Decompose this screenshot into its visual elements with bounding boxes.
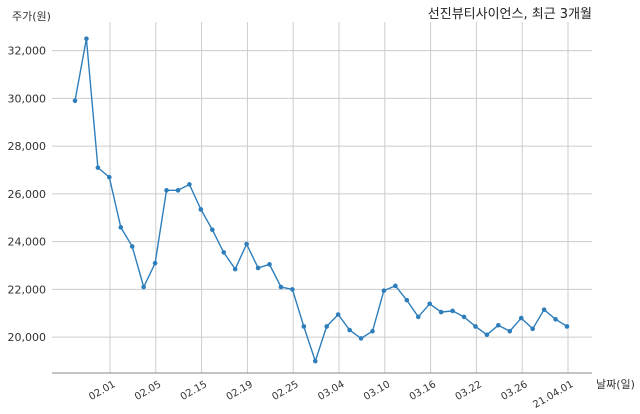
y-tick-label: 20,000	[8, 331, 47, 344]
x-tick-label: 03.22	[454, 379, 484, 403]
price-point	[255, 265, 261, 271]
price-point	[175, 188, 181, 193]
price-point	[198, 207, 204, 212]
price-point	[129, 244, 135, 249]
y-tick-label: 26,000	[8, 188, 47, 201]
price-point	[187, 182, 192, 187]
price-point	[427, 301, 432, 307]
price-point	[347, 327, 352, 333]
price-point	[438, 309, 444, 315]
y-tick-label: 22,000	[8, 283, 47, 296]
price-point	[72, 98, 78, 104]
price-point	[335, 312, 341, 317]
price-point	[312, 358, 318, 364]
price-point	[404, 297, 410, 303]
x-tick-label: 03.26	[499, 379, 529, 403]
y-tick-label: 24,000	[8, 236, 47, 249]
price-point	[518, 315, 524, 321]
price-series	[72, 36, 570, 364]
y-tick-label: 28,000	[8, 140, 47, 153]
price-point	[393, 283, 398, 289]
price-point	[210, 227, 215, 233]
x-tick-label: 02.15	[179, 379, 209, 403]
y-axis-title: 주가(원)	[12, 10, 51, 23]
price-point	[324, 324, 330, 329]
x-tick-label: 02.05	[133, 379, 163, 403]
x-tick-label: 02.01	[87, 379, 117, 403]
y-tick-label: 32,000	[8, 45, 47, 58]
price-point	[530, 326, 535, 332]
y-tick-label: 30,000	[8, 92, 47, 105]
price-point	[267, 262, 272, 267]
tick-labels: 20,000 22,000 24,000 26,000 28,000 30,000 32,0…	[8, 45, 576, 411]
price-point	[232, 266, 238, 272]
price-point	[370, 328, 375, 334]
price-point	[152, 260, 158, 266]
x-tick-label: 03.16	[408, 379, 438, 403]
grid-lines	[52, 22, 592, 374]
price-point	[290, 287, 295, 292]
price-point	[118, 225, 124, 230]
price-point	[358, 336, 364, 341]
price-point	[553, 316, 558, 322]
price-point	[278, 284, 284, 290]
price-point	[164, 188, 169, 193]
x-tick-label: 02.25	[270, 379, 300, 403]
x-tick-label: 21.04.01	[531, 379, 575, 411]
price-point	[507, 328, 513, 334]
price-point	[450, 308, 455, 314]
price-line	[74, 38, 568, 364]
price-point	[381, 288, 387, 293]
price-point	[461, 314, 467, 320]
price-point	[473, 324, 478, 329]
price-point	[484, 332, 490, 338]
x-axis-title: 날짜(일)	[596, 377, 635, 391]
chart-title: 선진뷰티사이언스, 최근 3개월	[428, 7, 592, 22]
price-point	[541, 307, 547, 313]
price-point	[107, 174, 112, 180]
price-point	[95, 165, 101, 170]
price-point	[496, 322, 501, 328]
price-point	[84, 36, 89, 42]
price-point	[415, 314, 421, 320]
x-tick-label: 03.04	[316, 379, 346, 403]
price-point	[141, 284, 146, 290]
x-tick-label: 03.10	[362, 379, 392, 403]
price-point	[244, 241, 249, 247]
price-point	[301, 324, 307, 329]
price-point	[221, 250, 227, 255]
price-point	[564, 324, 570, 329]
x-tick-label: 02.19	[225, 379, 255, 403]
